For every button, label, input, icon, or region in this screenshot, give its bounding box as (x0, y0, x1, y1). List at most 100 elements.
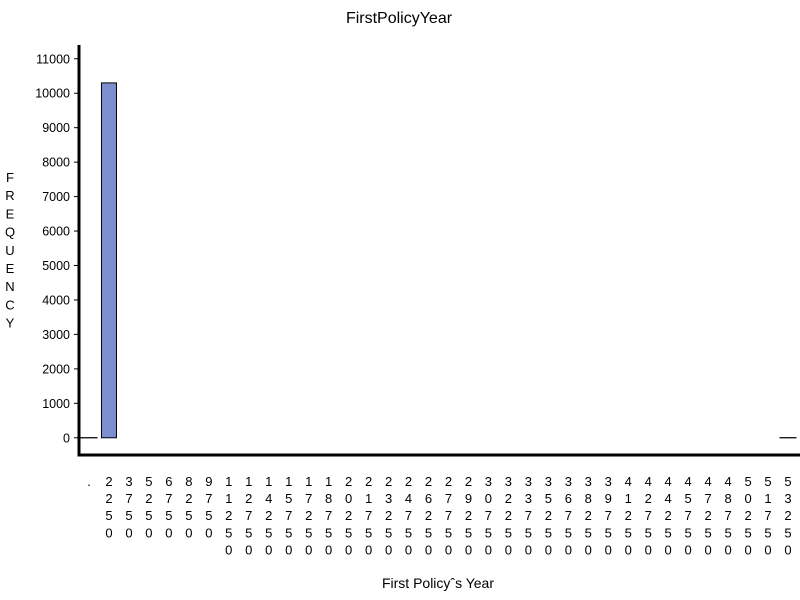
y-tick-label: 11000 (36, 52, 70, 66)
x-tick-char: 3 (605, 474, 612, 489)
x-tick-char: 1 (365, 491, 372, 506)
y-tick-label: 7000 (42, 190, 70, 204)
x-tick-char: 4 (265, 491, 272, 506)
x-tick-char: 4 (665, 491, 672, 506)
x-tick-char: 5 (345, 525, 352, 540)
x-tick-char: 0 (685, 542, 692, 557)
x-tick-char: 5 (285, 491, 292, 506)
x-tick-char: 5 (365, 525, 372, 540)
x-tick-char: 0 (405, 542, 412, 557)
x-tick-char: 5 (744, 474, 751, 489)
x-tick-char: 5 (145, 474, 152, 489)
x-tick-char: 3 (505, 474, 512, 489)
x-tick-label: 4 7 2 5 0 (704, 474, 711, 557)
x-tick-char: 8 (325, 491, 332, 506)
x-tick-label: 2 0 2 5 0 (345, 474, 352, 557)
x-tick-char: 5 (145, 508, 152, 523)
x-tick-char: 2 (185, 491, 192, 506)
x-tick-char: 1 (305, 474, 312, 489)
x-tick-char: 5 (405, 525, 412, 540)
y-tick-label: 4000 (42, 293, 70, 307)
x-tick-char: 5 (545, 525, 552, 540)
y-tick-label: 1000 (42, 397, 70, 411)
x-tick-char: 1 (325, 474, 332, 489)
x-tick-char: 2 (784, 508, 791, 523)
y-axis-label-letter: E (6, 206, 15, 221)
x-tick-char: 5 (545, 491, 552, 506)
x-tick-char: 5 (764, 474, 771, 489)
x-tick-char: 2 (225, 508, 232, 523)
x-tick-char: 2 (105, 474, 112, 489)
x-tick-char: 5 (185, 508, 192, 523)
x-tick-char: 7 (445, 491, 452, 506)
x-tick-char: 0 (625, 542, 632, 557)
y-axis-label-letter: R (5, 188, 14, 203)
y-tick-label: 0 (63, 431, 70, 445)
x-tick-char: 0 (125, 525, 132, 540)
x-tick-char: 7 (365, 508, 372, 523)
x-tick-char: 3 (485, 474, 492, 489)
x-tick-char: 0 (665, 542, 672, 557)
x-tick-char: 0 (345, 542, 352, 557)
bar (100, 82, 117, 439)
x-tick-label: 2 6 2 5 0 (425, 474, 432, 557)
x-tick-char: 8 (585, 491, 592, 506)
x-tick-label: 3 5 2 5 0 (545, 474, 552, 557)
x-tick-char: 6 (565, 491, 572, 506)
x-tick-char: 0 (485, 491, 492, 506)
x-tick-char: 5 (445, 525, 452, 540)
x-tick-char: 0 (245, 542, 252, 557)
x-tick-char: 3 (125, 474, 132, 489)
x-tick-char: 3 (545, 474, 552, 489)
x-tick-char: 6 (165, 474, 172, 489)
x-tick-char: 5 (385, 525, 392, 540)
x-tick-label: 8 2 5 0 (185, 474, 192, 540)
x-tick-char: 5 (525, 525, 532, 540)
x-tick-char: 2 (465, 508, 472, 523)
y-tick-label: 8000 (42, 156, 70, 170)
x-tick-label: 3 3 7 5 0 (525, 474, 532, 557)
x-tick-char: 0 (285, 542, 292, 557)
x-tick-char: 1 (625, 491, 632, 506)
x-tick-label: 4 2 7 5 0 (645, 474, 652, 557)
x-tick-label: 3 0 7 5 0 (485, 474, 492, 557)
x-tick-char: 7 (764, 508, 771, 523)
x-tick-char: 0 (724, 542, 731, 557)
x-tick-char: 2 (365, 474, 372, 489)
x-tick-char: 5 (665, 525, 672, 540)
x-tick-char: 1 (245, 474, 252, 489)
x-tick-char: 5 (485, 525, 492, 540)
x-tick-char: 0 (185, 525, 192, 540)
x-tick-char: 2 (505, 491, 512, 506)
x-tick-char: 5 (645, 525, 652, 540)
x-tick-char: 5 (285, 525, 292, 540)
x-tick-char: 0 (145, 525, 152, 540)
x-tick-char: 2 (545, 508, 552, 523)
x-tick-label: 2 9 2 5 0 (465, 474, 472, 557)
x-tick-char: 7 (245, 508, 252, 523)
x-tick-label: 1 2 7 5 0 (245, 474, 252, 557)
x-tick-char: 5 (744, 525, 751, 540)
x-tick-char: 2 (744, 508, 751, 523)
x-tick-char: 2 (405, 474, 412, 489)
x-tick-char: 0 (704, 542, 711, 557)
x-tick-label: 3 7 5 0 (125, 474, 132, 540)
x-tick-char: 7 (325, 508, 332, 523)
y-tick-label: 6000 (42, 225, 70, 239)
x-tick-label: 2 1 7 5 0 (365, 474, 372, 557)
x-tick-char: 7 (525, 508, 532, 523)
chart-title: FirstPolicyYear (346, 10, 453, 27)
y-axis-label-letter: E (6, 261, 15, 276)
x-tick-char: 7 (405, 508, 412, 523)
x-tick-char: 0 (305, 542, 312, 557)
x-tick-char: 2 (385, 508, 392, 523)
x-axis: . 225037505250675082509750112501275014250… (77, 453, 800, 557)
x-tick-char: 5 (265, 525, 272, 540)
x-tick-char: 0 (365, 542, 372, 557)
x-tick-char: 5 (784, 474, 791, 489)
x-tick-label: 2 4 7 5 0 (405, 474, 412, 557)
x-tick-label: 4 8 7 5 0 (724, 474, 731, 557)
